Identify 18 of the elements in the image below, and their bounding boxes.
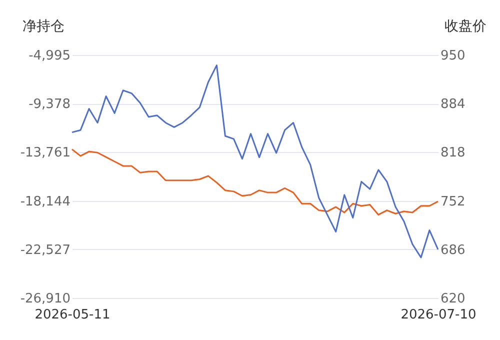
y2-tick-label: 950: [440, 48, 466, 64]
line-series: [71, 64, 439, 258]
line-series: [71, 148, 439, 216]
y2-tick-label: 884: [440, 97, 466, 112]
y-tick-label: -13,761: [20, 146, 70, 161]
y-tick-label: -22,527: [20, 242, 70, 258]
y-tick-label: -18,144: [20, 194, 70, 210]
y2-axis-title: 收盘价: [444, 18, 486, 34]
x-tick-label: 2026-05-11: [34, 308, 110, 322]
y2-tick-label: 752: [440, 194, 466, 210]
y2-tick-label: 620: [440, 292, 466, 306]
y-tick-label: -26,910: [20, 292, 70, 306]
y-axis-title: 净持仓: [22, 18, 64, 34]
y-tick-label: -9,378: [28, 97, 70, 112]
x-tick-label: 2026-07-10: [400, 308, 476, 322]
y2-tick-label: 818: [440, 146, 466, 161]
y-tick-label: -4,995: [28, 48, 70, 64]
y2-tick-label: 686: [440, 242, 466, 258]
